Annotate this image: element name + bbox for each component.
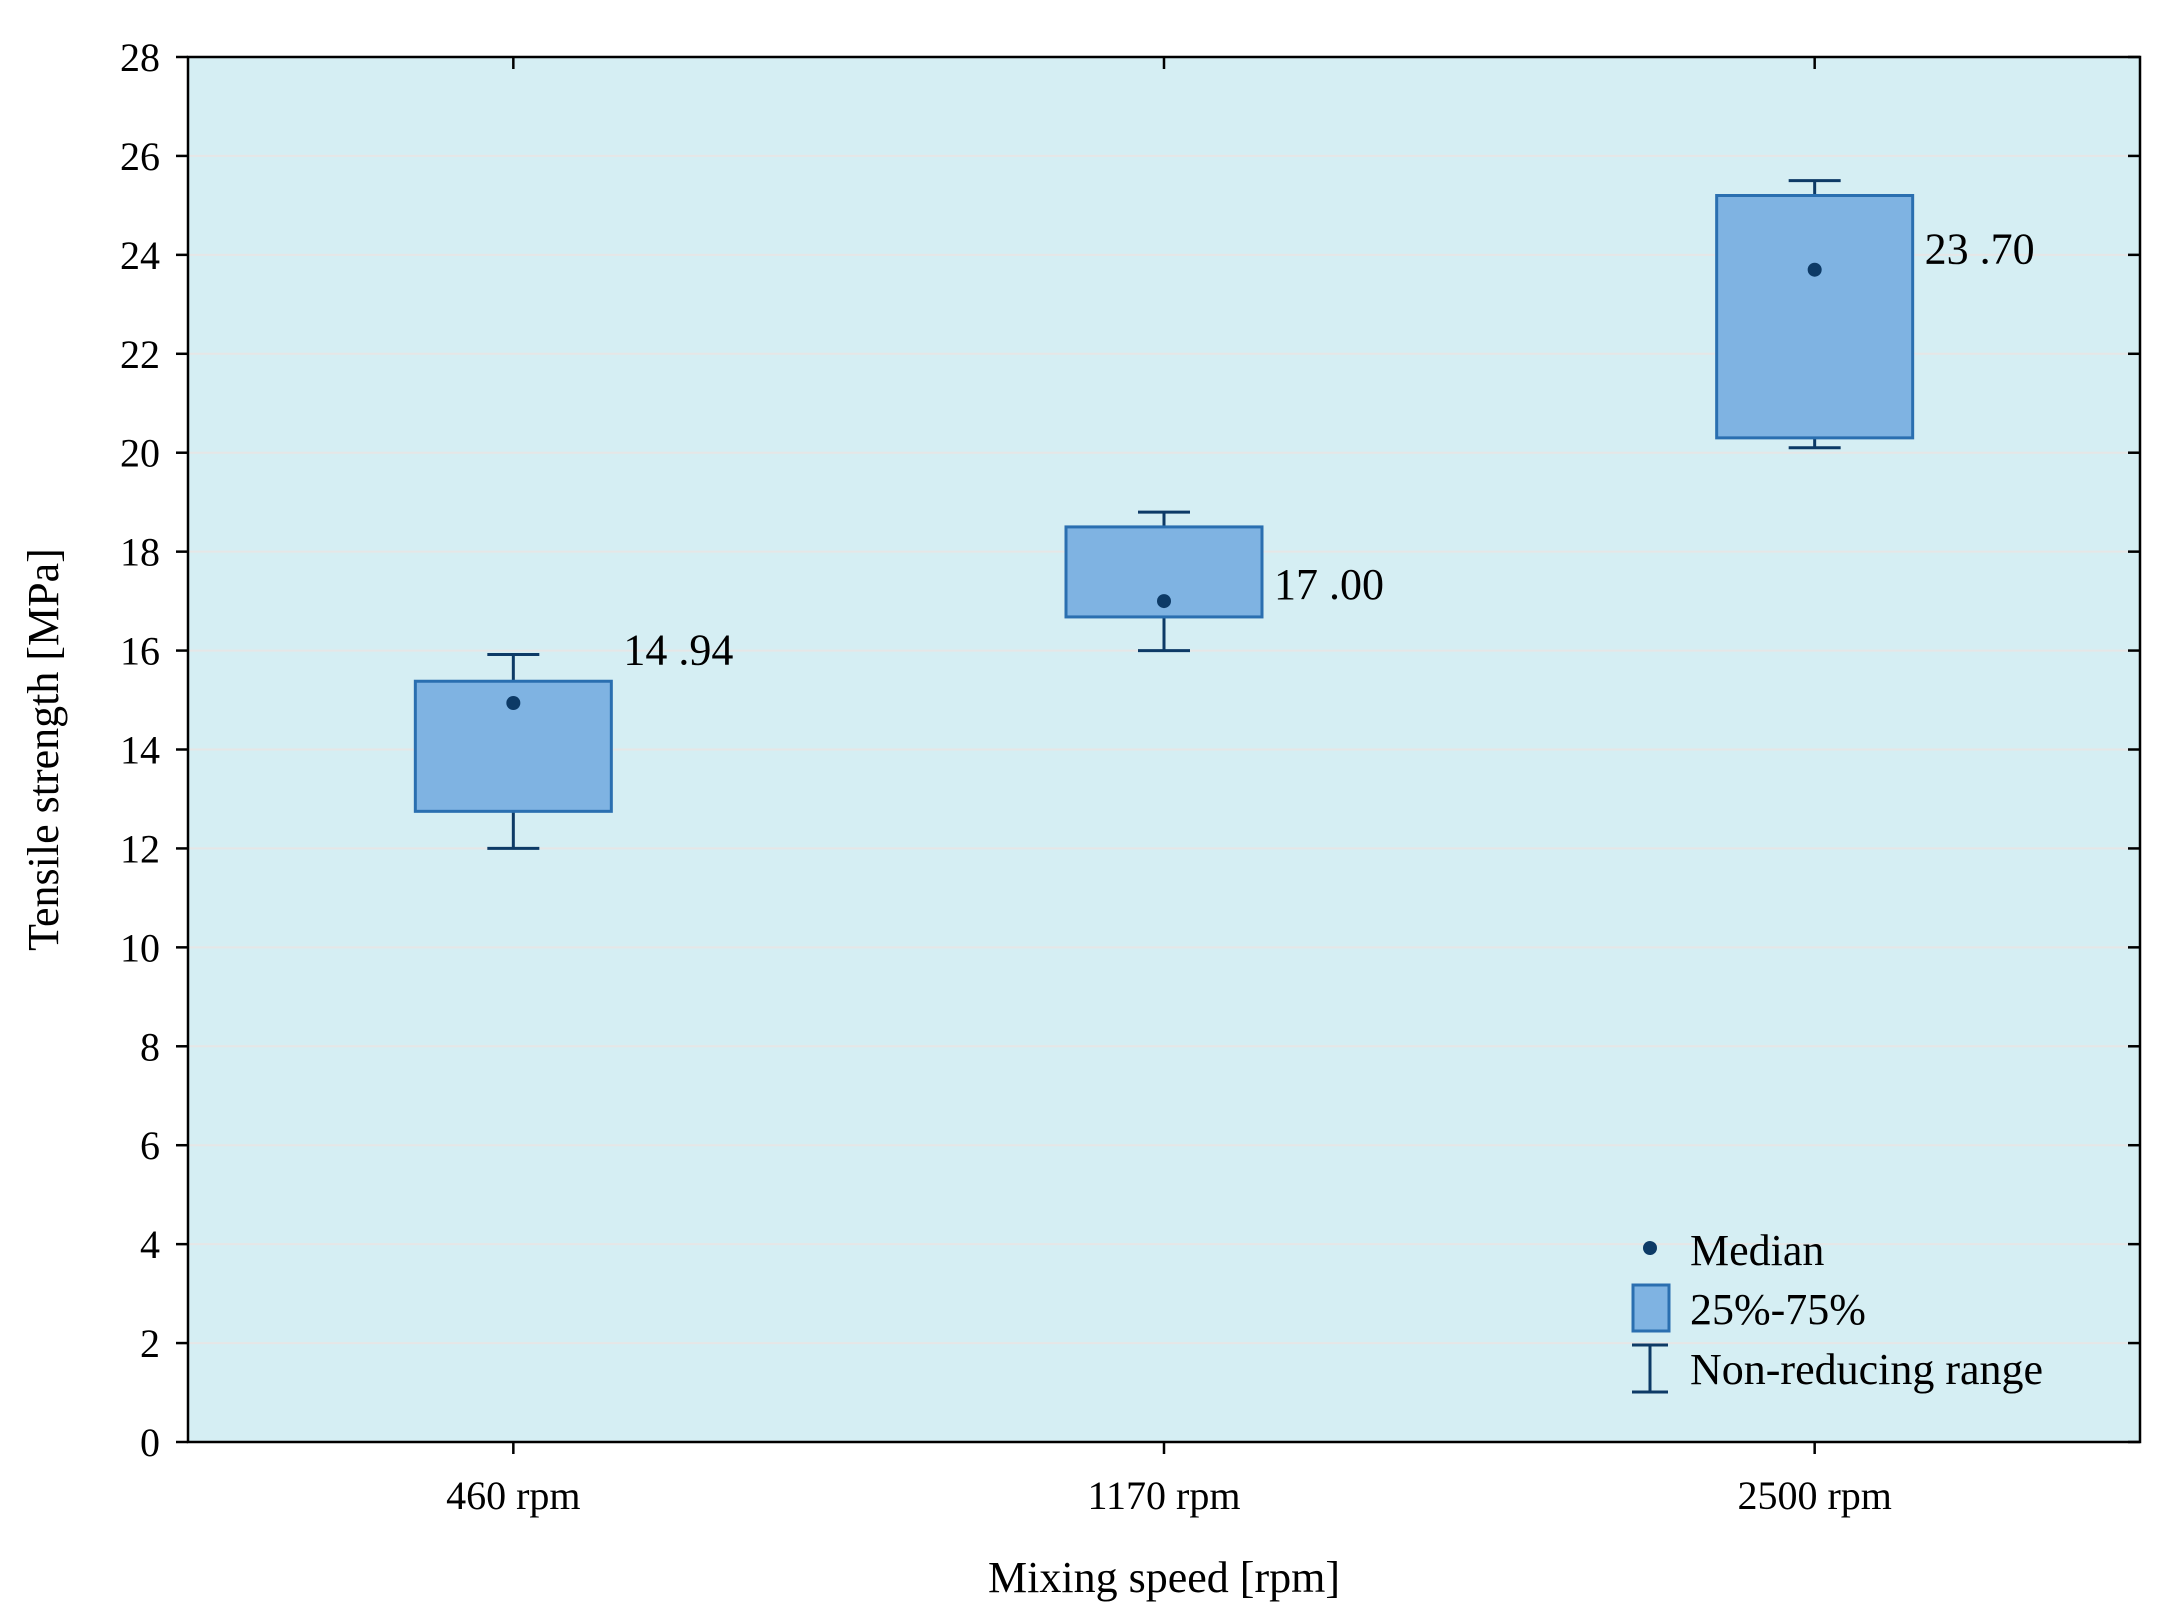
y-tick-label: 0: [140, 1420, 160, 1465]
y-tick-label: 6: [140, 1123, 160, 1168]
y-tick-label: 26: [120, 134, 160, 179]
legend: Median 25%-75% Non-reducing range: [1631, 1226, 2043, 1394]
y-tick-label: 18: [120, 530, 160, 575]
legend-label-range: Non-reducing range: [1690, 1345, 2043, 1394]
legend-label-median: Median: [1690, 1226, 1824, 1275]
y-tick-label: 8: [140, 1024, 160, 1069]
legend-median-marker: [1643, 1241, 1657, 1255]
y-tick-label: 28: [120, 35, 160, 80]
x-axis-title: Mixing speed [rpm]: [988, 1553, 1340, 1602]
y-tick-label: 12: [120, 826, 160, 871]
x-axis: 460 rpm 1170 rpm 2500 rpm: [446, 57, 1892, 1518]
x-tick-label: 2500 rpm: [1737, 1473, 1891, 1518]
box-3: 23 .70: [1715, 179, 2035, 450]
legend-label-quartiles: 25%-75%: [1690, 1285, 1866, 1334]
legend-box-marker: [1631, 1283, 1671, 1333]
median-label: 23 .70: [1925, 225, 2035, 274]
x-tick-label: 1170 rpm: [1088, 1473, 1241, 1518]
y-tick-label: 4: [140, 1222, 160, 1267]
box-2: 17 .00: [1064, 510, 1384, 653]
y-tick-label: 24: [120, 233, 160, 278]
y-tick-label: 2: [140, 1321, 160, 1366]
y-tick-label: 10: [120, 925, 160, 970]
median-point: [1157, 594, 1171, 609]
y-tick-label: 16: [120, 629, 160, 674]
y-axis-title: Tensile strength [MPa]: [19, 548, 68, 951]
boxes: 14 .94 17 .00 23 .70: [413, 179, 2035, 850]
median-point: [1807, 262, 1822, 277]
y-tick-label: 20: [120, 431, 160, 476]
y-tick-label: 14: [120, 728, 160, 773]
legend-range-marker: [1632, 1343, 1668, 1394]
median-label: 14 .94: [623, 626, 733, 675]
median-label: 17 .00: [1274, 560, 1384, 609]
box-1: 14 .94: [413, 626, 733, 850]
median-point: [506, 696, 521, 711]
x-tick-label: 460 rpm: [446, 1473, 580, 1518]
quartile-box: [1715, 194, 1915, 440]
y-tick-label: 22: [120, 332, 160, 377]
